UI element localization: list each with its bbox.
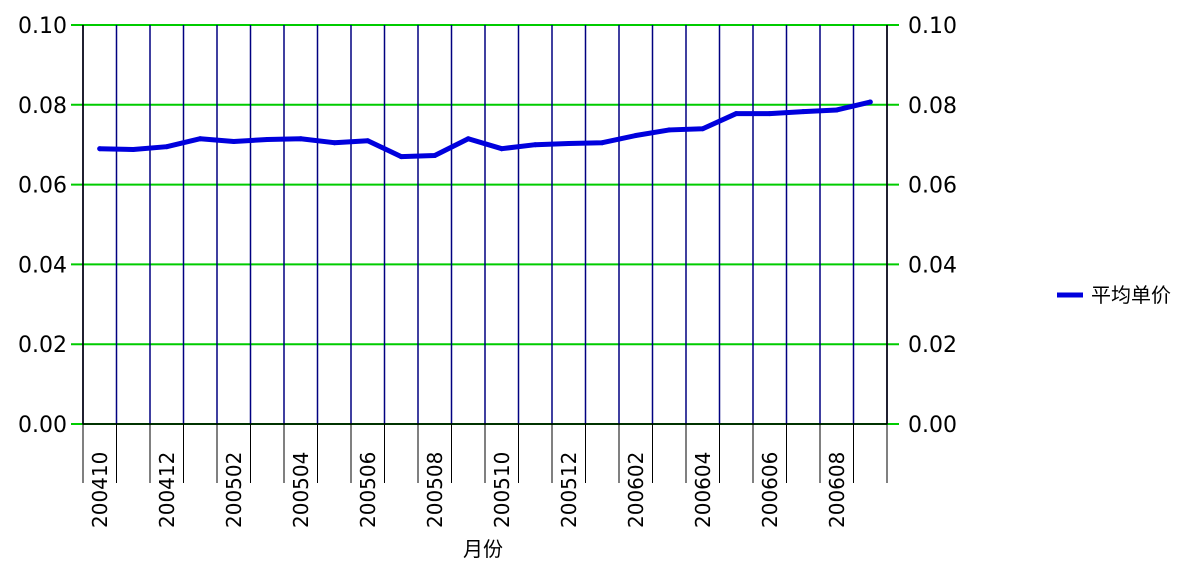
data-point <box>164 144 170 150</box>
data-point <box>97 146 103 152</box>
data-point <box>331 140 337 146</box>
y-tick-label-left: 0.06 <box>18 174 67 199</box>
data-point <box>264 137 270 143</box>
data-point <box>365 138 371 144</box>
data-point <box>633 133 639 139</box>
x-tick-label: 200510 <box>490 452 514 528</box>
y-tick-label-right: 0.10 <box>908 14 957 39</box>
data-point <box>767 111 773 117</box>
data-point <box>398 154 404 160</box>
x-tick-label: 200508 <box>423 452 447 528</box>
data-point <box>566 141 572 147</box>
data-point <box>465 136 471 142</box>
y-tick-label-left: 0.00 <box>18 413 67 438</box>
y-tick-label-right: 0.00 <box>908 413 957 438</box>
legend-label: 平均单价 <box>1091 283 1171 307</box>
data-point <box>666 127 672 133</box>
y-tick-label-right: 0.08 <box>908 94 957 119</box>
series <box>97 99 873 160</box>
axes <box>82 25 888 483</box>
data-point <box>800 109 806 115</box>
data-point <box>499 146 505 152</box>
data-point <box>733 111 739 117</box>
data-point <box>231 139 237 145</box>
data-point <box>867 99 873 105</box>
x-tick-label: 200606 <box>758 452 782 528</box>
x-tick-label: 200602 <box>624 452 648 528</box>
grid <box>71 24 899 425</box>
data-point <box>700 126 706 132</box>
x-tick-label: 200410 <box>88 452 112 528</box>
tick-labels: 0.00 0.00 0.02 0.02 0.04 0.04 0.06 0.06 0.08 0.08… <box>18 14 957 528</box>
data-point <box>532 142 538 148</box>
data-point <box>298 136 304 142</box>
data-point <box>197 136 203 142</box>
legend: 平均单价 <box>1057 283 1171 307</box>
y-tick-label-left: 0.08 <box>18 94 67 119</box>
y-tick-label-left: 0.04 <box>18 253 67 278</box>
y-tick-label-left: 0.02 <box>18 333 67 358</box>
y-tick-label-left: 0.10 <box>18 14 67 39</box>
x-tick-label: 200512 <box>557 452 581 528</box>
data-point <box>130 146 136 152</box>
data-point <box>599 140 605 146</box>
series-line <box>97 99 873 160</box>
x-tick-label: 200604 <box>691 452 715 528</box>
data-point <box>432 152 438 158</box>
x-axis-title: 月份 <box>463 537 503 561</box>
x-tick-label: 200506 <box>356 452 380 528</box>
y-tick-label-right: 0.02 <box>908 333 957 358</box>
y-tick-label-right: 0.04 <box>908 253 957 278</box>
data-point <box>834 107 840 113</box>
x-tick-label: 200412 <box>155 452 179 528</box>
x-tick-label: 200608 <box>825 452 849 528</box>
x-tick-label: 200504 <box>289 452 313 528</box>
x-tick-label: 200502 <box>222 452 246 528</box>
y-tick-label-right: 0.06 <box>908 174 957 199</box>
